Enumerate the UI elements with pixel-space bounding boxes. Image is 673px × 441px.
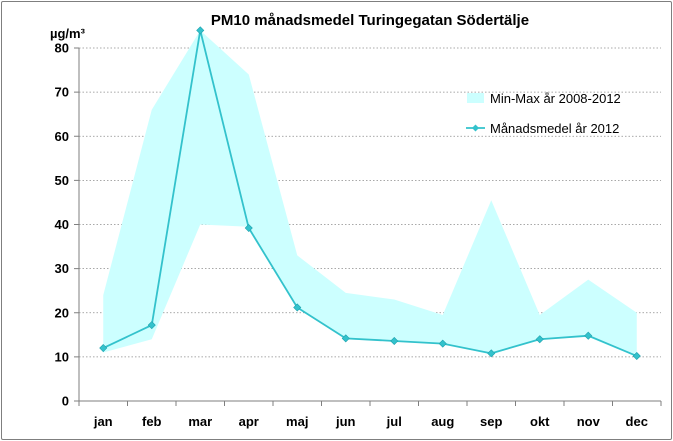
min-max-band [103, 30, 637, 357]
y-tick-label-50: 50 [55, 173, 69, 188]
point-dec [632, 351, 641, 361]
point-jan [99, 344, 108, 353]
point-aug [438, 339, 447, 348]
chart-title: PM10 månadsmedel Turingegatan Södertälje [211, 12, 529, 29]
point-jun [341, 334, 350, 343]
legend-label-monthly-mean: Månadsmedel år 2012 [490, 121, 619, 136]
min-max-area [103, 30, 637, 357]
x-tick-label-jun: jun [335, 414, 356, 429]
y-tick-label-30: 30 [55, 261, 69, 276]
y-tick-label-60: 60 [55, 129, 69, 144]
legend-label-min-max: Min-Max år 2008-2012 [490, 91, 621, 106]
point-okt [535, 335, 544, 344]
y-tick-label-10: 10 [55, 349, 69, 364]
x-tick-labels: jan feb mar apr maj jun jul aug sep okt nov dec [93, 414, 648, 429]
x-tick-label-jul: jul [386, 414, 402, 429]
y-tick-label-40: 40 [55, 217, 69, 232]
x-tick-label-jan: jan [93, 414, 113, 429]
y-tick-label-20: 20 [55, 305, 69, 320]
x-tick-label-nov: nov [577, 414, 601, 429]
x-tick-label-maj: maj [286, 414, 308, 429]
x-tick-label-sep: sep [480, 414, 502, 429]
x-tick-label-okt: okt [530, 414, 550, 429]
x-tick-label-aug: aug [431, 414, 454, 429]
x-tick-label-dec: dec [626, 414, 648, 429]
y-tick-label-0: 0 [62, 394, 69, 409]
x-tick-label-feb: feb [142, 414, 162, 429]
legend-swatch-min-max [467, 93, 484, 103]
y-tick-label-80: 80 [55, 41, 69, 56]
y-unit-label: µg/m³ [50, 26, 86, 41]
x-tick-label-apr: apr [239, 414, 259, 429]
legend-marker-monthly-mean [472, 124, 479, 132]
point-jul [390, 336, 399, 346]
x-tick-label-mar: mar [188, 414, 212, 429]
monthly-mean-series [99, 26, 641, 361]
y-tick-labels: 0 10 20 30 40 50 60 70 80 [55, 41, 69, 409]
point-maj [293, 303, 302, 312]
point-sep [487, 349, 496, 358]
y-tick-label-70: 70 [55, 85, 69, 100]
point-nov [584, 331, 593, 340]
point-mar [196, 26, 205, 35]
point-apr [244, 224, 253, 233]
axes [74, 47, 662, 406]
point-feb [147, 321, 156, 330]
series-line-0 [102, 30, 638, 357]
legend: Min-Max år 2008-2012 Månadsmedel år 2012 [466, 91, 621, 136]
